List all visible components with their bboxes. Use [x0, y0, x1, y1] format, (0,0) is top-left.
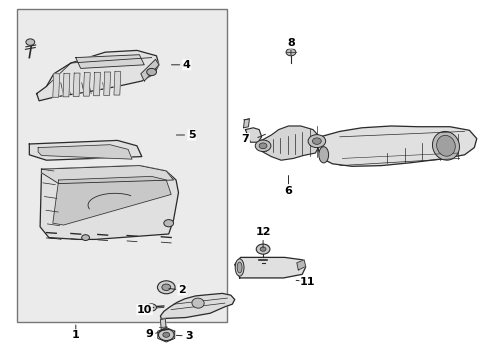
Polygon shape — [40, 166, 178, 239]
Circle shape — [260, 247, 265, 251]
Circle shape — [81, 235, 89, 240]
Polygon shape — [296, 260, 305, 270]
Text: 2: 2 — [178, 285, 185, 295]
Circle shape — [157, 281, 175, 294]
Polygon shape — [243, 119, 249, 128]
Polygon shape — [76, 55, 144, 68]
Circle shape — [158, 329, 174, 341]
Polygon shape — [103, 72, 110, 95]
Polygon shape — [53, 74, 60, 97]
Circle shape — [256, 244, 269, 254]
Polygon shape — [160, 293, 234, 319]
Circle shape — [146, 68, 156, 76]
Circle shape — [255, 140, 270, 152]
Polygon shape — [93, 72, 100, 96]
Polygon shape — [83, 73, 90, 96]
Circle shape — [312, 138, 321, 144]
Text: 9: 9 — [145, 329, 153, 339]
Ellipse shape — [436, 135, 454, 156]
Polygon shape — [141, 59, 159, 81]
Text: 11: 11 — [299, 276, 315, 287]
Text: 5: 5 — [187, 130, 195, 140]
Bar — [17, 9, 227, 322]
Polygon shape — [160, 319, 166, 330]
Ellipse shape — [237, 262, 242, 273]
Text: 4: 4 — [183, 60, 190, 70]
Polygon shape — [316, 126, 476, 166]
Text: 1: 1 — [72, 330, 80, 340]
Polygon shape — [245, 128, 261, 142]
Circle shape — [285, 49, 295, 56]
Polygon shape — [37, 50, 159, 101]
Polygon shape — [38, 145, 132, 159]
Circle shape — [162, 284, 170, 291]
Polygon shape — [29, 140, 142, 160]
Circle shape — [163, 332, 169, 337]
Circle shape — [163, 220, 173, 227]
Circle shape — [26, 39, 35, 45]
Polygon shape — [234, 257, 305, 278]
Circle shape — [307, 135, 325, 148]
Text: 3: 3 — [185, 331, 193, 341]
Polygon shape — [261, 126, 320, 160]
Polygon shape — [53, 176, 171, 225]
Ellipse shape — [431, 131, 459, 160]
Polygon shape — [114, 72, 121, 95]
Ellipse shape — [191, 298, 204, 308]
Ellipse shape — [318, 147, 328, 163]
Text: 6: 6 — [284, 186, 292, 196]
Text: 12: 12 — [255, 227, 270, 237]
Polygon shape — [73, 73, 80, 96]
Ellipse shape — [235, 259, 244, 276]
Text: 10: 10 — [137, 305, 152, 315]
Circle shape — [146, 304, 156, 311]
Circle shape — [259, 143, 266, 149]
Text: 7: 7 — [241, 134, 249, 144]
Polygon shape — [41, 166, 173, 184]
Polygon shape — [63, 73, 70, 97]
Text: 8: 8 — [286, 38, 294, 48]
